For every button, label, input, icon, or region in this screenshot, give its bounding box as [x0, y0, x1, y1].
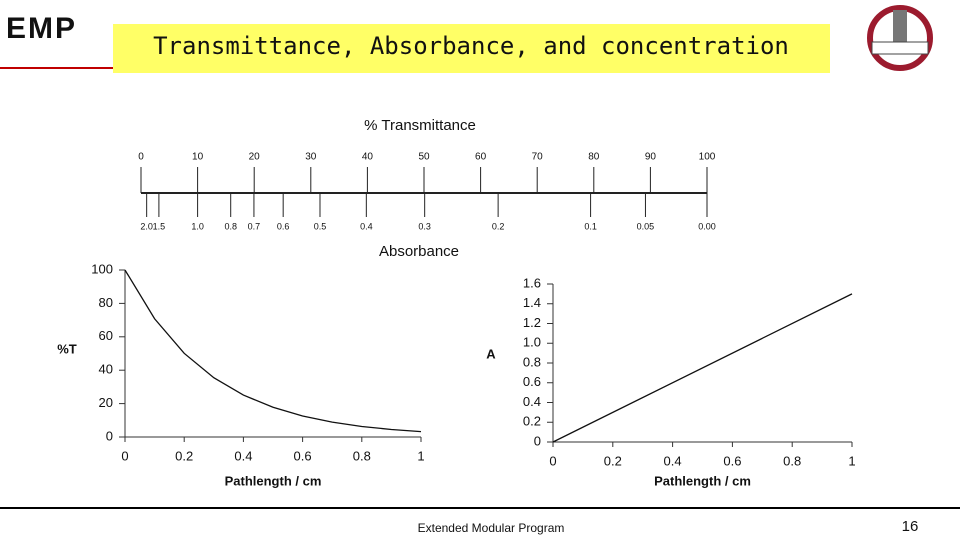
x2-tick-label: 1.5	[153, 221, 166, 231]
scale-title: % Transmittance	[364, 117, 476, 134]
y-tick-label: 40	[99, 362, 113, 377]
x-axis-label: Pathlength / cm	[654, 473, 751, 488]
x2-tick-label: 1.0	[191, 221, 204, 231]
x-tick-label: 50	[418, 152, 430, 163]
x-tick-label: 0	[549, 453, 556, 468]
y-tick-label: 0.6	[523, 374, 541, 389]
y-axis-label: %T	[57, 341, 77, 356]
x2-tick-label: 0.7	[248, 221, 261, 231]
x-tick-label: 20	[249, 152, 261, 163]
x-tick-label: 100	[699, 152, 716, 163]
crest	[867, 5, 933, 71]
data-line	[124, 269, 422, 433]
y-tick-label: 1.6	[523, 275, 541, 290]
y-tick-label: 1.4	[523, 295, 541, 310]
x2-tick-label: 2.0	[140, 221, 153, 231]
y-tick-label: 0.4	[523, 394, 541, 409]
x-tick-label: 1	[417, 448, 424, 463]
x-tick-label: 1	[848, 453, 855, 468]
x2-tick-label: 0.05	[637, 221, 655, 231]
x-tick-label: 90	[645, 152, 657, 163]
y-tick-label: 0.2	[523, 414, 541, 429]
y-tick-label: 1.0	[523, 335, 541, 350]
footer: Extended Modular Program	[418, 521, 565, 535]
x-tick-label: 0.8	[353, 448, 371, 463]
x2-tick-label: 0.5	[314, 221, 327, 231]
x-tick-label: 70	[532, 152, 544, 163]
y-tick-label: 60	[99, 328, 113, 343]
x-tick-label: 0.8	[783, 453, 801, 468]
x2-tick-label: 0.00	[698, 221, 716, 231]
x-axis-label: Pathlength / cm	[225, 473, 322, 488]
y-tick-label: 80	[99, 295, 113, 310]
x-tick-label: 40	[362, 152, 374, 163]
x-tick-label: 0.4	[234, 448, 252, 463]
y-tick-label: 100	[91, 261, 113, 276]
y-axis-label: A	[486, 346, 496, 361]
x-tick-label: 80	[588, 152, 600, 163]
y-tick-label: 0	[106, 428, 113, 443]
x2-tick-label: 0.1	[584, 221, 597, 231]
x-tick-label: 10	[192, 152, 204, 163]
title-box	[113, 24, 830, 73]
logo: EMP	[6, 12, 77, 45]
x-tick-label: 30	[305, 152, 317, 163]
x-tick-label: 0.4	[664, 453, 682, 468]
x-tick-label: 0.6	[294, 448, 312, 463]
scale-subtitle: Absorbance	[379, 243, 459, 260]
slide-title: Transmittance, Absorbance, and concentra…	[153, 32, 789, 60]
x-tick-label: 0.2	[175, 448, 193, 463]
x-tick-label: 0	[121, 448, 128, 463]
x2-tick-label: 0.6	[277, 221, 290, 231]
x-tick-label: 0.2	[604, 453, 622, 468]
y-tick-label: 20	[99, 395, 113, 410]
x-tick-label: 0.6	[723, 453, 741, 468]
y-tick-label: 0.8	[523, 354, 541, 369]
x2-tick-label: 0.3	[418, 221, 431, 231]
x-tick-label: 0	[138, 152, 144, 163]
x-tick-label: 60	[475, 152, 487, 163]
x2-tick-label: 0.8	[224, 221, 237, 231]
x2-tick-label: 0.4	[360, 221, 373, 231]
y-tick-label: 0	[534, 433, 541, 448]
x2-tick-label: 0.2	[492, 221, 505, 231]
page-number: 16	[902, 518, 919, 535]
data-line	[552, 293, 853, 443]
y-tick-label: 1.2	[523, 315, 541, 330]
